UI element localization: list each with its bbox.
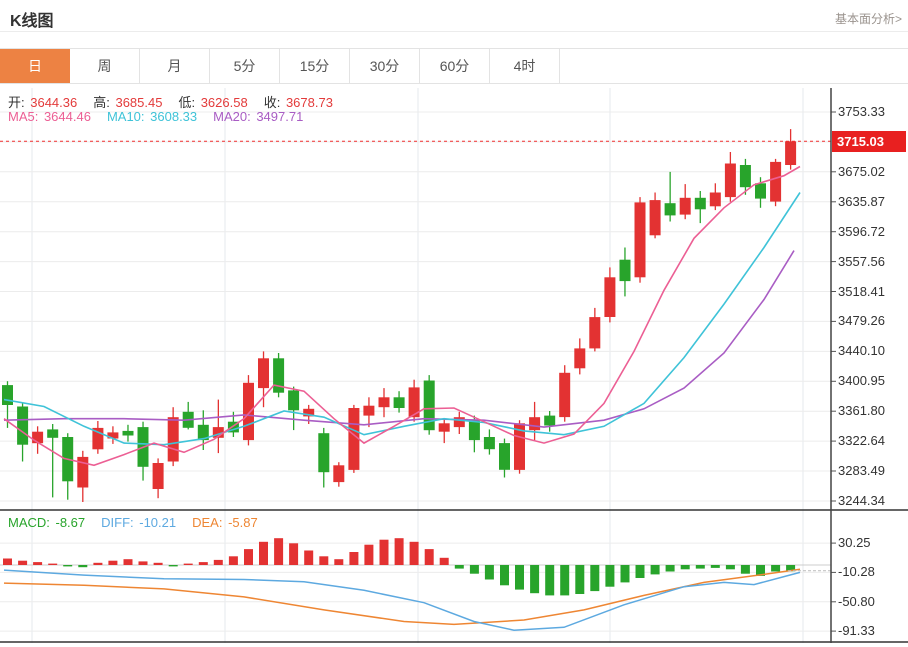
ohlc-close: 收: 3678.73: [263, 95, 333, 110]
chart-region: 开: 3644.36 高: 3685.45 低: 3626.58 收: 3678.73…: [0, 88, 908, 643]
macd-axis-label: -50.80: [838, 594, 875, 609]
macd-info-row: MACD: -8.67 DIFF: -10.21 DEA: -5.87: [8, 515, 274, 530]
dea-value: DEA: -5.87: [192, 515, 258, 530]
price-axis-label: 3635.87: [838, 194, 885, 209]
price-axis-label: 3518.41: [838, 284, 885, 299]
macd-axis-label: -10.28: [838, 564, 875, 579]
tab-4hour[interactable]: 4时: [490, 49, 560, 83]
fundamental-analysis-link[interactable]: 基本面分析>: [834, 12, 902, 26]
title-divider: [0, 31, 908, 32]
tab-30min[interactable]: 30分: [350, 49, 420, 83]
ma5-value: MA5: 3644.46: [8, 109, 91, 124]
price-axis-label: 3361.80: [838, 403, 885, 418]
tab-60min[interactable]: 60分: [420, 49, 490, 83]
price-axis-label: 3675.02: [838, 164, 885, 179]
price-axis-label: 3244.34: [838, 493, 885, 508]
price-axis-label: 3322.64: [838, 433, 885, 448]
price-axis-label: 3440.10: [838, 343, 885, 358]
period-tabbar: 日周月 5分 15分 30分 60分 4时: [0, 48, 908, 84]
ma-info-row: MA5: 3644.46 MA10: 3608.33 MA20: 3497.71: [8, 109, 319, 124]
tab-week[interactable]: 周: [70, 49, 140, 83]
price-axis-label: 3753.33: [838, 104, 885, 119]
page-title: K线图: [10, 13, 54, 30]
tab-15min[interactable]: 15分: [280, 49, 350, 83]
ohlc-low: 低: 3626.58: [178, 95, 248, 110]
macd-value: MACD: -8.67: [8, 515, 86, 530]
price-axis-label: 3400.95: [838, 373, 885, 388]
tab-day[interactable]: 日: [0, 49, 70, 83]
diff-value: DIFF: -10.21: [101, 515, 177, 530]
tab-5min[interactable]: 5分: [210, 49, 280, 83]
ohlc-open: 开: 3644.36: [8, 95, 78, 110]
ohlc-high: 高: 3685.45: [93, 95, 163, 110]
ma20-value: MA20: 3497.71: [213, 109, 304, 124]
kline-chart-canvas[interactable]: [0, 88, 908, 643]
current-price-marker: 3715.03: [832, 131, 906, 152]
price-axis-label: 3557.56: [838, 254, 885, 269]
price-axis-label: 3283.49: [838, 463, 885, 478]
price-axis-label: 3596.72: [838, 224, 885, 239]
ohlc-info-row: 开: 3644.36 高: 3685.45 低: 3626.58 收: 3678.73: [8, 92, 349, 111]
tab-month[interactable]: 月: [140, 49, 210, 83]
price-axis-label: 3479.26: [838, 313, 885, 328]
ma10-value: MA10: 3608.33: [106, 109, 198, 124]
macd-axis-label: -91.33: [838, 623, 875, 638]
macd-axis-label: 30.25: [838, 535, 871, 550]
